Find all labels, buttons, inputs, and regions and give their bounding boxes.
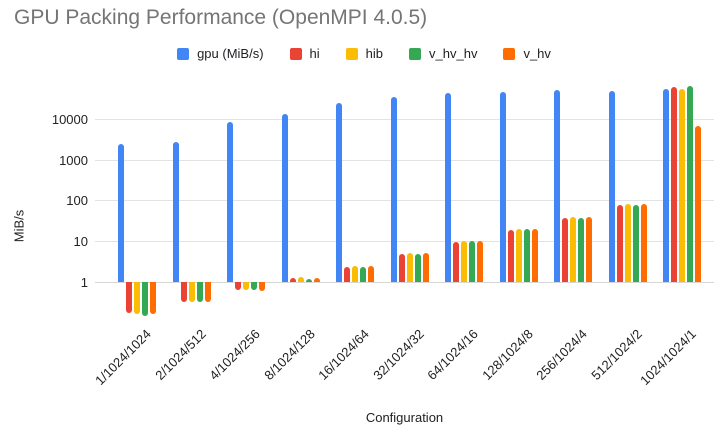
x-tick-label: 8/1024/128 <box>260 326 318 383</box>
legend-item: v_hv_hv <box>409 47 477 61</box>
legend-label: gpu (MiB/s) <box>197 46 264 61</box>
x-tick-label: 4/1024/256 <box>206 326 263 383</box>
bar-hib <box>134 282 140 315</box>
legend-label: v_hv_hv <box>429 46 478 61</box>
bar-gpu-mib-s <box>172 142 179 282</box>
legend: gpu (MiB/s) hi hib v_hv_hv v_hv <box>0 45 728 63</box>
x-tick-label: 1/1024/1024 <box>92 326 154 389</box>
bar-hi <box>562 218 568 282</box>
bar-v-hv <box>640 204 647 282</box>
bar-hib <box>243 282 249 291</box>
legend-label: v_hv <box>523 46 551 61</box>
bar-hi <box>126 282 132 314</box>
legend-label: hib <box>365 46 384 61</box>
bar-v-hv-hv <box>305 278 312 282</box>
bar-hi <box>289 277 296 282</box>
chart-title: GPU Packing Performance (OpenMPI 4.0.5) <box>14 6 428 29</box>
bar-gpu-mib-s <box>608 91 615 282</box>
legend-item: hib <box>345 46 384 61</box>
bar-hi <box>671 87 677 282</box>
legend-swatch <box>409 48 422 60</box>
gridline <box>95 241 714 243</box>
bar-v-hv-hv <box>196 282 203 303</box>
legend-item: gpu (MiB/s) <box>177 46 264 61</box>
gridline <box>95 118 714 120</box>
bar-v-hv-hv <box>687 86 693 282</box>
gridline <box>95 159 714 161</box>
bar-v-hv <box>259 282 265 292</box>
legend-item: v_hv <box>503 46 551 61</box>
y-axis-title: MiB/s <box>11 209 27 243</box>
x-tick-label: 64/1024/16 <box>424 326 481 383</box>
x-tick-label: 256/1024/4 <box>533 326 590 383</box>
bar-gpu-mib-s <box>281 114 288 282</box>
bar-v-hv-hv <box>414 253 421 282</box>
bar-v-hv-hv <box>469 241 475 282</box>
bar-hib <box>406 253 413 282</box>
bar-hib <box>188 282 195 303</box>
bar-hi <box>507 229 514 282</box>
bar-gpu-mib-s <box>118 144 124 282</box>
bar-v-hv <box>586 216 592 282</box>
bar-v-hv <box>204 282 211 302</box>
bar-gpu-mib-s <box>663 88 669 282</box>
x-tick-label: 512/1024/2 <box>587 326 645 383</box>
bar-gpu-mib-s <box>499 92 506 282</box>
y-tick-label: 10000 <box>51 111 88 127</box>
bar-v-hv <box>477 241 483 282</box>
legend-swatch <box>345 48 358 60</box>
bar-hib <box>624 204 631 282</box>
bar-gpu-mib-s <box>445 92 451 282</box>
y-tick-label: 1 <box>80 275 88 290</box>
y-tick-label: 100 <box>66 193 88 209</box>
bar-hi <box>235 282 241 290</box>
bar-hib <box>461 241 467 282</box>
y-tick-label: 10 <box>73 234 88 250</box>
bar-gpu-mib-s <box>390 96 397 282</box>
bar-hib <box>352 266 358 282</box>
bar-hi <box>398 253 405 282</box>
bar-v-hv-hv <box>632 204 639 282</box>
legend-label: hi <box>309 46 320 61</box>
bar-hi <box>616 205 623 282</box>
bar-gpu-mib-s <box>554 90 560 282</box>
legend-item: hi <box>289 46 320 61</box>
gridline <box>95 200 714 202</box>
bar-v-hv <box>368 266 374 282</box>
bar-v-hv <box>150 282 156 315</box>
bar-hib <box>297 277 304 282</box>
bar-v-hv <box>695 126 701 282</box>
bar-v-hv-hv <box>360 266 366 282</box>
bar-v-hv-hv <box>142 282 148 316</box>
x-tick-label: 128/1024/8 <box>478 326 536 383</box>
bar-gpu-mib-s <box>227 121 233 282</box>
x-tick-label: 16/1024/64 <box>315 326 372 383</box>
x-axis-title: Configuration <box>365 410 444 425</box>
legend-swatch <box>503 48 516 60</box>
bar-v-hv-hv <box>523 228 530 282</box>
bar-hi <box>453 241 459 282</box>
bar-v-hv-hv <box>578 217 584 282</box>
bar-v-hv <box>422 253 429 282</box>
legend-swatch <box>177 48 190 60</box>
legend-swatch <box>289 48 302 60</box>
y-tick-label: 1000 <box>59 152 88 168</box>
bar-hib <box>570 216 576 282</box>
bar-v-hv <box>313 278 320 282</box>
bar-hib <box>679 88 685 282</box>
gridline <box>95 282 714 283</box>
x-tick-label: 32/1024/32 <box>369 326 427 383</box>
bar-gpu-mib-s <box>336 103 342 282</box>
bar-v-hv <box>531 228 538 282</box>
bar-hib <box>515 228 522 282</box>
bar-hi <box>344 266 350 282</box>
bar-hi <box>180 282 187 302</box>
x-tick-label: 1024/1024/1 <box>637 326 699 389</box>
bar-v-hv-hv <box>251 282 257 291</box>
x-tick-label: 2/1024/512 <box>151 326 209 383</box>
